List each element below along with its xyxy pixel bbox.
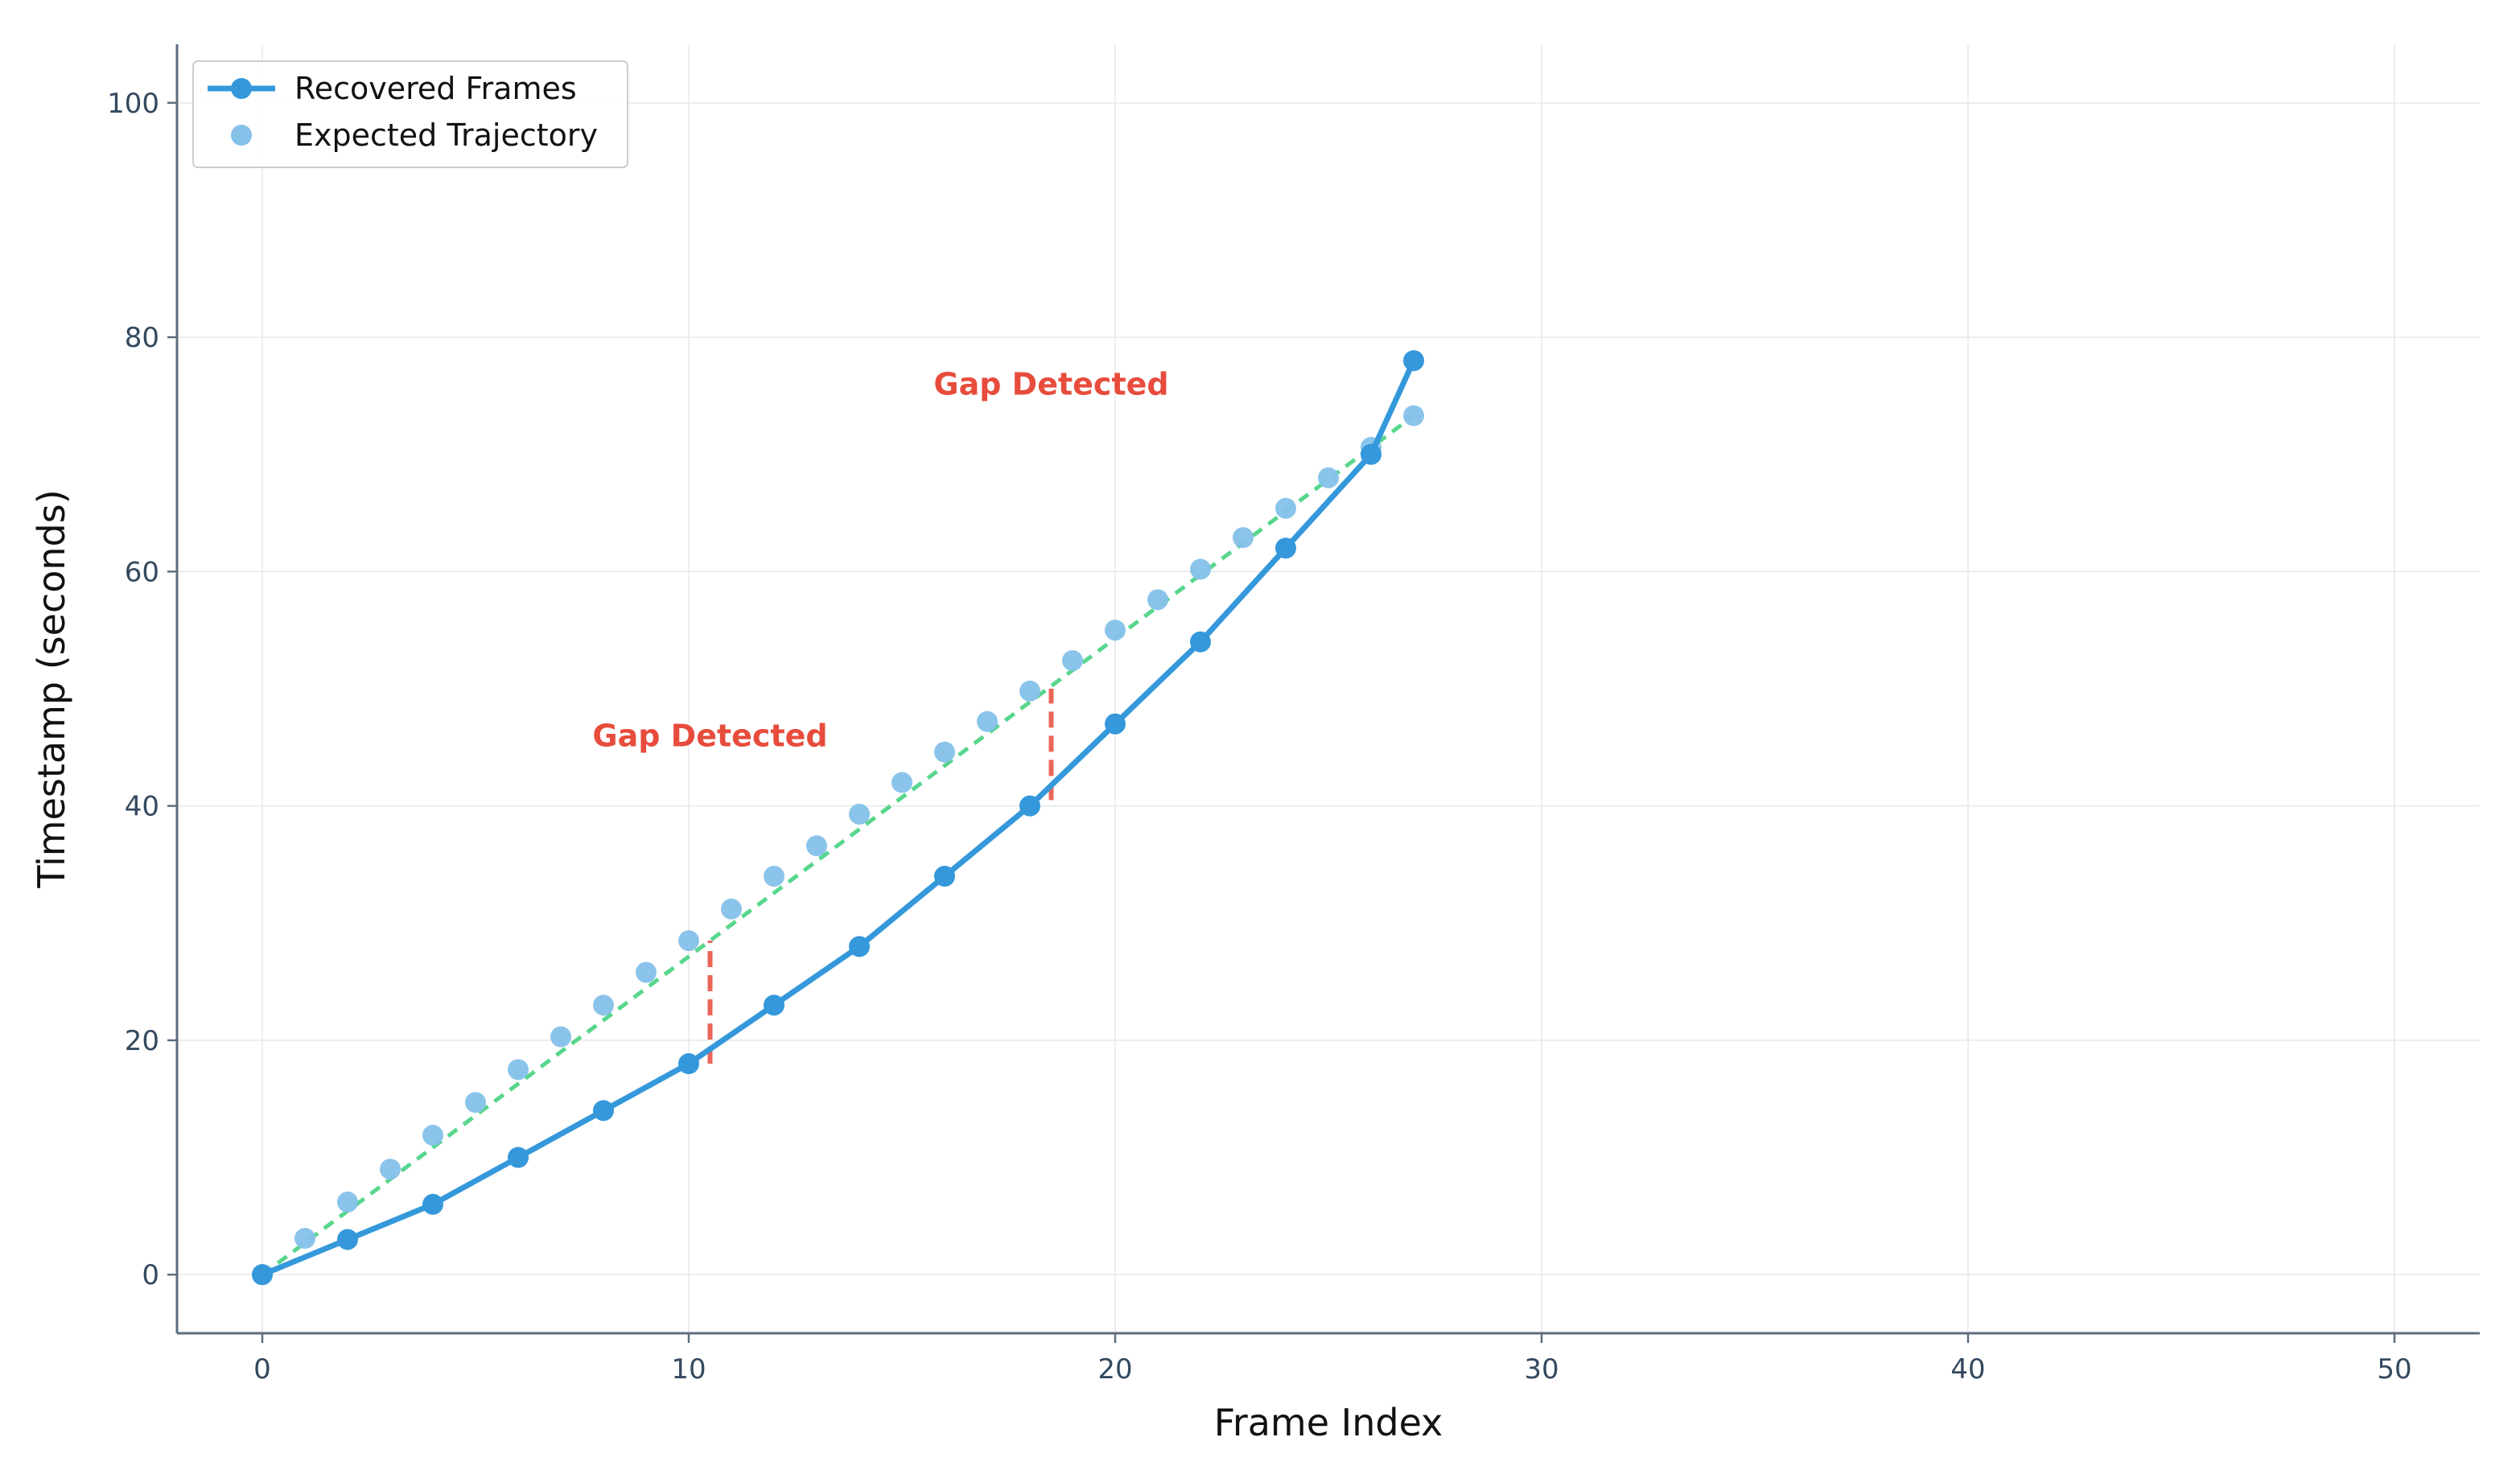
ticks: 0 10 20 30 40 50 0 20 40 60 80 100 bbox=[107, 88, 2412, 1386]
series-layer bbox=[252, 350, 1424, 1286]
gap-annotation: Gap Detected bbox=[592, 718, 827, 753]
expected-point bbox=[1019, 680, 1040, 702]
legend: Recovered Frames Expected Trajectory bbox=[192, 60, 628, 168]
x-tick-label: 30 bbox=[1524, 1353, 1559, 1386]
annotations: Gap Detected Gap Detected bbox=[592, 366, 1168, 753]
expected-point bbox=[764, 866, 784, 887]
expected-point bbox=[636, 962, 657, 983]
expected-point bbox=[294, 1228, 315, 1250]
recovered-point bbox=[1190, 631, 1211, 653]
expected-point bbox=[891, 772, 912, 793]
expected-point bbox=[977, 710, 998, 732]
expected-point bbox=[1190, 558, 1211, 580]
x-tick-label: 10 bbox=[671, 1353, 706, 1386]
recovered-point bbox=[1019, 795, 1040, 817]
expected-point bbox=[337, 1191, 358, 1213]
legend-marker-swatch bbox=[231, 125, 252, 146]
y-tick-label: 100 bbox=[107, 88, 159, 120]
grid bbox=[177, 44, 2480, 1333]
expected-point bbox=[1105, 620, 1126, 641]
expected-point bbox=[721, 898, 742, 920]
expected-point bbox=[550, 1026, 571, 1048]
legend-box bbox=[192, 60, 628, 168]
x-tick-label: 0 bbox=[253, 1353, 271, 1386]
expected-point bbox=[422, 1124, 443, 1146]
axes bbox=[175, 44, 2480, 1335]
expected-point bbox=[1275, 497, 1296, 519]
expected-point bbox=[806, 835, 827, 857]
y-tick-label: 40 bbox=[125, 791, 159, 823]
recovered-point bbox=[1275, 537, 1296, 559]
expected-point bbox=[380, 1159, 401, 1180]
expected-point bbox=[593, 994, 614, 1016]
recovered-point bbox=[422, 1193, 443, 1215]
expected-point bbox=[678, 930, 699, 952]
legend-label: Recovered Frames bbox=[294, 71, 577, 106]
y-tick-label: 20 bbox=[125, 1025, 159, 1057]
gap-annotation: Gap Detected bbox=[933, 366, 1168, 402]
legend-marker-swatch bbox=[231, 78, 252, 99]
y-axis-label: Timestamp (seconds) bbox=[30, 489, 73, 888]
x-tick-label: 20 bbox=[1097, 1353, 1132, 1386]
expected-point bbox=[849, 803, 870, 825]
y-tick-label: 60 bbox=[125, 556, 159, 588]
recovered-point bbox=[849, 936, 870, 957]
x-tick-label: 40 bbox=[1950, 1353, 1985, 1386]
trend-line bbox=[261, 414, 1415, 1277]
y-tick-label: 80 bbox=[125, 322, 159, 354]
recovered-point bbox=[337, 1229, 358, 1250]
expected-point bbox=[508, 1059, 529, 1081]
recovered-point bbox=[1105, 713, 1126, 735]
recovered-point bbox=[934, 866, 955, 887]
expected-point bbox=[1147, 589, 1168, 611]
expected-point bbox=[465, 1092, 486, 1114]
expected-point bbox=[934, 741, 955, 763]
y-tick-label: 0 bbox=[142, 1259, 159, 1291]
expected-point bbox=[1233, 527, 1254, 549]
recovered-point bbox=[1361, 443, 1381, 465]
trend-layer bbox=[261, 414, 1415, 1277]
expected-point bbox=[1318, 467, 1339, 488]
gap-markers bbox=[707, 689, 1054, 1064]
recovered-point bbox=[1403, 350, 1424, 372]
legend-label: Expected Trajectory bbox=[294, 117, 598, 153]
x-tick-label: 50 bbox=[2377, 1353, 2411, 1386]
recovered-point bbox=[252, 1264, 273, 1286]
expected-point bbox=[1403, 405, 1424, 426]
recovered-point bbox=[508, 1147, 529, 1168]
recovered-point bbox=[678, 1053, 699, 1075]
expected-point bbox=[1062, 650, 1083, 672]
x-axis-label: Frame Index bbox=[1214, 1401, 1443, 1444]
recovered-point bbox=[593, 1100, 614, 1122]
recovered-point bbox=[764, 994, 784, 1016]
